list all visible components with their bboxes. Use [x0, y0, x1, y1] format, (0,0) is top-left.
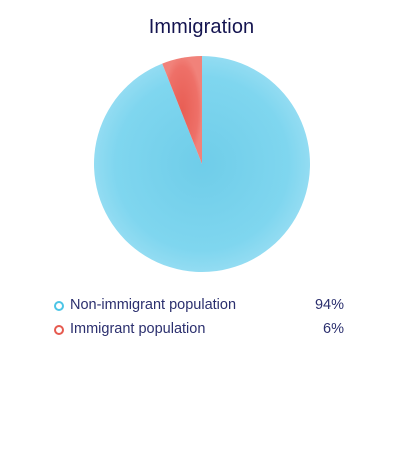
legend-label: Non-immigrant population	[70, 297, 237, 313]
legend-item-non-immigrant[interactable]: Non-immigrant population 94%	[54, 297, 346, 321]
legend: Non-immigrant population 94% Immigrant p…	[54, 297, 346, 345]
pie-chart	[92, 54, 312, 274]
pie-slice-non-immigrant-population[interactable]	[93, 56, 310, 272]
legend-value: 94%	[314, 297, 344, 313]
legend-label: Immigrant population	[70, 321, 206, 337]
legend-marker-immigrant	[54, 325, 64, 335]
pie-slice-immigrant-population[interactable]	[162, 56, 202, 164]
legend-value: 6%	[323, 321, 344, 337]
legend-item-immigrant[interactable]: Immigrant population 6%	[54, 321, 346, 345]
chart-title: Immigration	[148, 16, 255, 38]
pie-svg	[93, 56, 310, 272]
legend-marker-non-immigrant	[54, 301, 64, 311]
